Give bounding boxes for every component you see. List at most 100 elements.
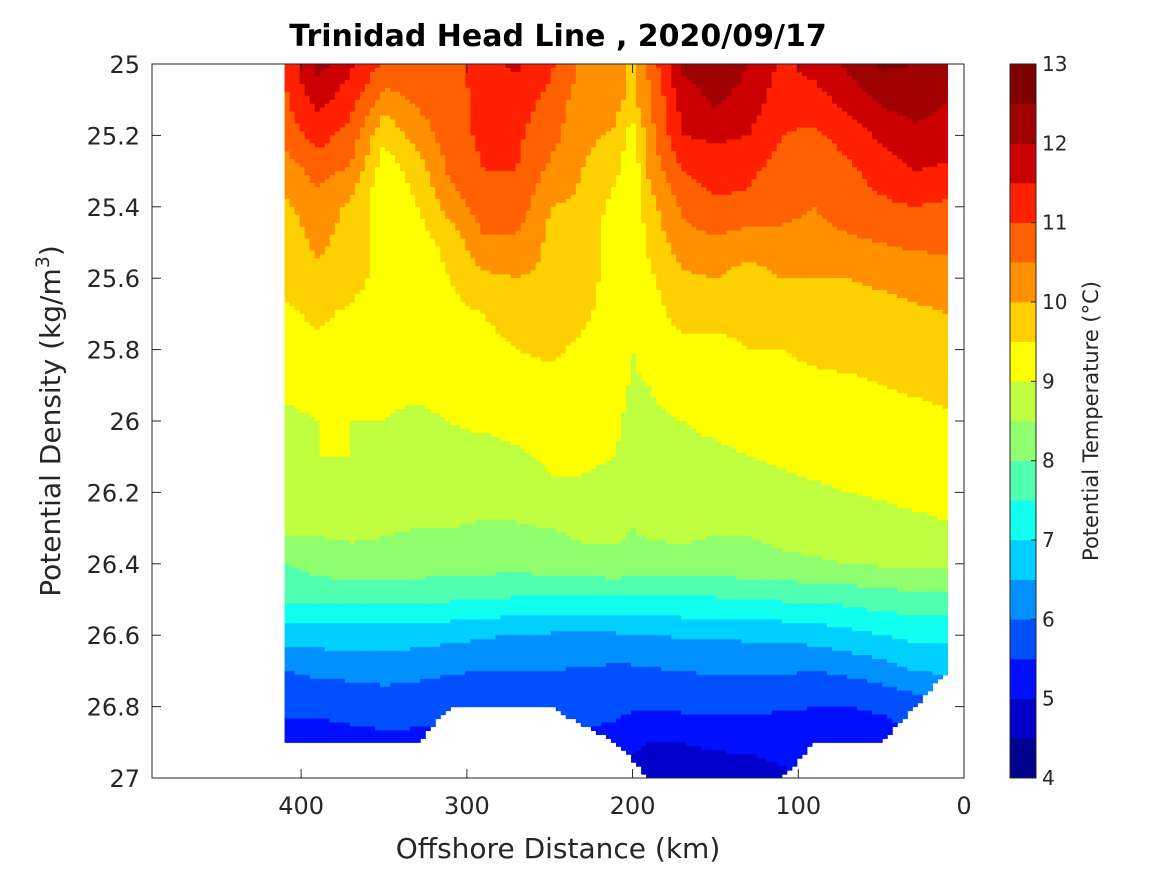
contour-cell	[324, 135, 331, 140]
contour-cell	[354, 317, 361, 323]
contour-cell	[400, 167, 406, 172]
contour-cell	[289, 655, 296, 660]
contour-cell	[319, 95, 326, 101]
contour-cell	[410, 357, 416, 363]
contour-cell	[339, 159, 346, 164]
contour-cell	[395, 536, 401, 541]
contour-cell	[385, 234, 391, 240]
contour-cell	[390, 183, 396, 188]
contour-cell	[400, 155, 406, 160]
contour-cell	[405, 476, 411, 482]
contour-cell	[314, 353, 321, 359]
contour-cell	[314, 401, 321, 406]
contour-cell	[309, 210, 316, 216]
contour-cell	[425, 528, 431, 533]
contour-cell	[289, 540, 296, 545]
contour-cell	[284, 202, 291, 208]
contour-cell	[364, 567, 371, 573]
contour-cell	[400, 282, 406, 287]
contour-cell	[304, 722, 311, 728]
contour-cell	[405, 706, 411, 712]
contour-cell	[400, 718, 406, 724]
contour-cell	[374, 627, 381, 632]
contour-cell	[410, 651, 416, 656]
contour-cell	[405, 484, 411, 490]
contour-cell	[395, 190, 401, 196]
contour-cell	[364, 706, 371, 712]
contour-cell	[405, 651, 411, 656]
contour-cell	[364, 135, 371, 140]
contour-cell	[284, 353, 291, 359]
contour-cell	[354, 575, 361, 581]
contour-cell	[369, 333, 376, 339]
contour-cell	[349, 543, 356, 549]
contour-cell	[369, 278, 376, 283]
contour-cell	[304, 456, 311, 462]
contour-cell	[395, 83, 401, 89]
contour-cell	[369, 123, 376, 129]
contour-cell	[395, 298, 401, 303]
contour-cell	[284, 722, 291, 728]
contour-cell	[405, 520, 411, 525]
contour-cell	[289, 206, 296, 212]
contour-cell	[334, 401, 341, 406]
contour-cell	[385, 290, 391, 295]
contour-cell	[329, 722, 336, 728]
contour-cell	[359, 365, 366, 371]
contour-cell	[289, 238, 296, 244]
contour-cell	[400, 401, 406, 406]
contour-cell	[349, 655, 356, 660]
contour-cell	[304, 123, 311, 129]
contour-cell	[344, 635, 351, 640]
contour-cell	[344, 428, 351, 434]
contour-cell	[304, 389, 311, 394]
contour-cell	[314, 698, 321, 704]
contour-cell	[289, 242, 296, 248]
contour-cell	[405, 460, 411, 466]
contour-cell	[374, 472, 381, 478]
contour-cell	[314, 599, 321, 605]
contour-cell	[425, 492, 431, 497]
contour-cell	[304, 413, 311, 418]
contour-cell	[359, 246, 366, 252]
contour-cell	[405, 603, 411, 609]
contour-cell	[354, 559, 361, 565]
contour-cell	[294, 643, 301, 648]
contour-cell	[349, 274, 356, 279]
contour-cell	[309, 369, 316, 374]
contour-cell	[304, 543, 311, 549]
contour-cell	[425, 440, 431, 446]
contour-cell	[364, 262, 371, 267]
contour-cell	[349, 159, 356, 164]
contour-cell	[369, 131, 376, 136]
contour-cell	[309, 587, 316, 593]
contour-cell	[324, 87, 331, 93]
contour-cell	[369, 722, 376, 728]
contour-cell	[415, 95, 421, 101]
contour-cell	[284, 714, 291, 720]
contour-cell	[349, 147, 356, 152]
contour-cell	[364, 547, 371, 553]
contour-cell	[359, 353, 366, 359]
contour-cell	[344, 540, 351, 545]
contour-cell	[420, 123, 426, 129]
contour-cell	[359, 659, 366, 664]
contour-cell	[369, 341, 376, 347]
contour-cell	[379, 405, 386, 410]
contour-cell	[369, 258, 376, 263]
contour-cell	[329, 559, 336, 565]
contour-cell	[359, 341, 366, 347]
contour-cell	[379, 643, 386, 648]
contour-cell	[324, 266, 331, 271]
contour-cell	[410, 119, 416, 125]
contour-cell	[339, 528, 346, 533]
contour-cell	[369, 678, 376, 684]
contour-cell	[284, 666, 291, 672]
contour-cell	[385, 349, 391, 355]
contour-cell	[319, 365, 326, 371]
contour-cell	[324, 159, 331, 164]
contour-cell	[304, 111, 311, 117]
contour-cell	[390, 151, 396, 156]
contour-cell	[309, 186, 316, 192]
contour-cell	[420, 373, 426, 378]
